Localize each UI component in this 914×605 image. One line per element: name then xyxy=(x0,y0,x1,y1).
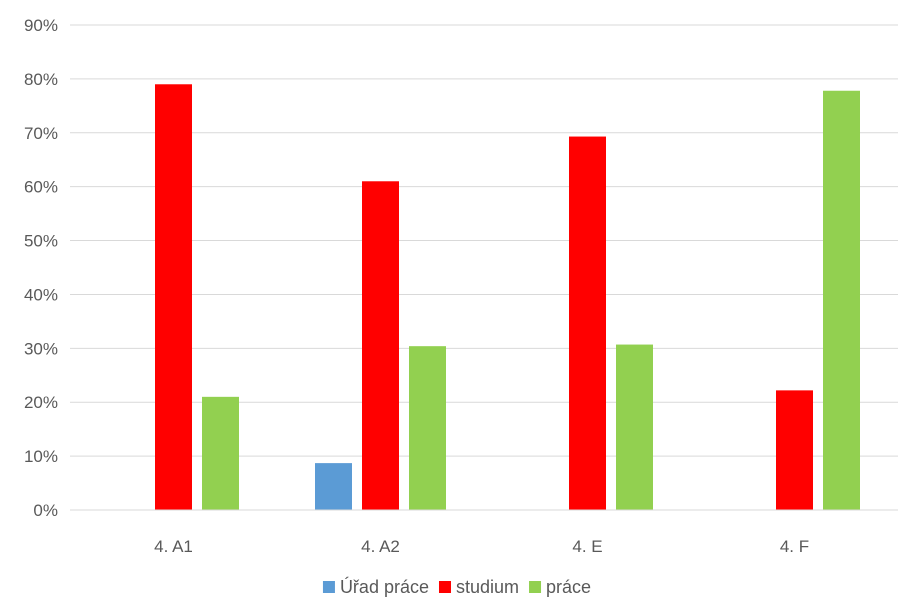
x-tick-label: 4. E xyxy=(572,537,602,556)
bar-pr-ce-0 xyxy=(202,396,239,510)
y-tick-label: 10% xyxy=(24,447,58,466)
y-tick-label: 50% xyxy=(24,232,58,251)
legend-swatch xyxy=(322,581,335,593)
x-tick-label: 4. A1 xyxy=(154,537,193,556)
y-tick-label: 20% xyxy=(24,393,58,412)
bar--ad-pr-ce-1 xyxy=(315,463,352,510)
legend-swatch xyxy=(438,581,451,593)
bars xyxy=(155,84,860,511)
y-tick-label: 0% xyxy=(33,501,58,520)
bar-studium-3 xyxy=(776,390,813,510)
y-tick-label: 70% xyxy=(24,124,58,143)
bar-pr-ce-2 xyxy=(616,344,653,510)
y-tick-label: 60% xyxy=(24,178,58,197)
y-axis: 0% 10% 20% 30% 40% 50% 60% 70% 80% 90% xyxy=(24,16,58,520)
bar-studium-1 xyxy=(362,181,399,510)
bar-studium-0 xyxy=(155,84,192,511)
bar-pr-ce-1 xyxy=(409,346,446,510)
y-tick-label: 30% xyxy=(24,339,58,358)
gridlines xyxy=(70,24,898,457)
legend-label: práce xyxy=(546,577,591,597)
legend: Úřad práce studium práce xyxy=(322,576,591,597)
y-tick-label: 80% xyxy=(24,70,58,89)
x-tick-label: 4. F xyxy=(780,537,809,556)
x-tick-label: 4. A2 xyxy=(361,537,400,556)
y-tick-label: 40% xyxy=(24,285,58,304)
bar-studium-2 xyxy=(569,136,606,511)
y-tick-label: 90% xyxy=(24,16,58,35)
legend-swatch xyxy=(529,581,542,593)
legend-label: Úřad práce xyxy=(340,576,429,597)
legend-label: studium xyxy=(456,577,519,597)
x-axis: 4. A1 4. A2 4. E 4. F xyxy=(154,537,809,556)
bar-pr-ce-3 xyxy=(823,90,860,510)
